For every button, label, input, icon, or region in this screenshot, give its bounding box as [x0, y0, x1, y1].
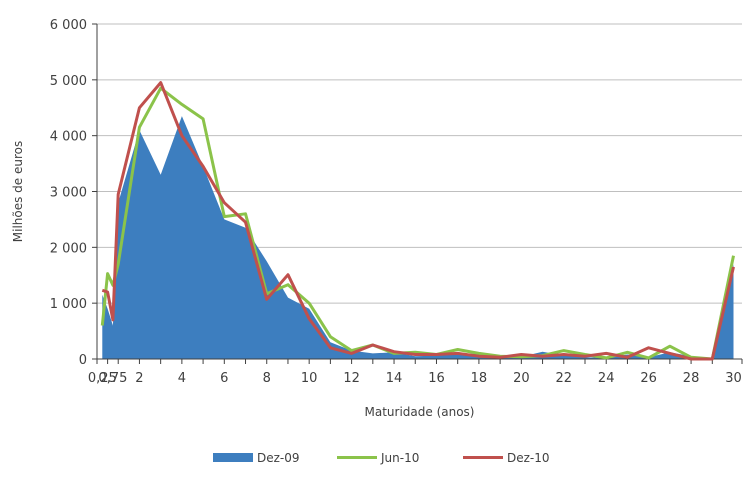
x-tick-label: 30	[725, 371, 742, 386]
y-tick-label: 5 000	[50, 74, 87, 89]
x-tick-label: 22	[556, 371, 573, 386]
legend-label-Dez-09: Dez-09	[257, 451, 300, 465]
legend: Dez-09 Jun-10 Dez-10	[213, 451, 550, 465]
x-tick-label: 4	[178, 371, 186, 386]
y-tick-labels: 0 1 000 2 000 3 000 4 000 5 000 6 000	[50, 18, 87, 368]
legend-swatch-Dez-09	[213, 453, 253, 462]
y-tick-label: 0	[79, 353, 87, 368]
x-tick-label: 18	[471, 371, 488, 386]
x-tick-label: 12	[343, 371, 360, 386]
y-tick-label: 2 000	[50, 241, 87, 256]
legend-label-Dez-10: Dez-10	[507, 451, 550, 465]
axes	[92, 23, 743, 364]
x-tick-label: 8	[263, 371, 271, 386]
x-tick-label: 0,75	[98, 371, 127, 386]
x-tick-label: 6	[220, 371, 228, 386]
x-tick-label: 14	[386, 371, 403, 386]
y-tick-label: 3 000	[50, 186, 87, 201]
y-tick-label: 6 000	[50, 18, 87, 33]
x-tick-label: 26	[640, 371, 657, 386]
legend-label-Jun-10: Jun-10	[380, 451, 419, 465]
y-tick-label: 1 000	[50, 297, 87, 312]
x-axis-title: Maturidade (anos)	[365, 405, 475, 419]
x-tick-label: 10	[301, 371, 318, 386]
y-axis-title: Milhões de euros	[11, 141, 25, 242]
x-tick-label: 20	[513, 371, 530, 386]
x-tick-label: 16	[428, 371, 445, 386]
x-tick-labels: 0,250,75 2 4 6 8 10 12 14 16 18 20 22 24 26 28 30	[88, 371, 742, 386]
y-tick-label: 4 000	[50, 130, 87, 145]
x-tick-label: 2	[135, 371, 143, 386]
x-tick-label: 28	[683, 371, 700, 386]
x-tick-label: 0,25	[88, 371, 117, 386]
line-series-Dez-10	[101, 81, 735, 361]
line-series-layer	[100, 81, 735, 361]
area-series-layer	[102, 116, 734, 359]
area-series-Dez-09	[102, 116, 734, 359]
x-tick-label: 24	[598, 371, 615, 386]
line-series-Jun-10	[100, 86, 735, 361]
